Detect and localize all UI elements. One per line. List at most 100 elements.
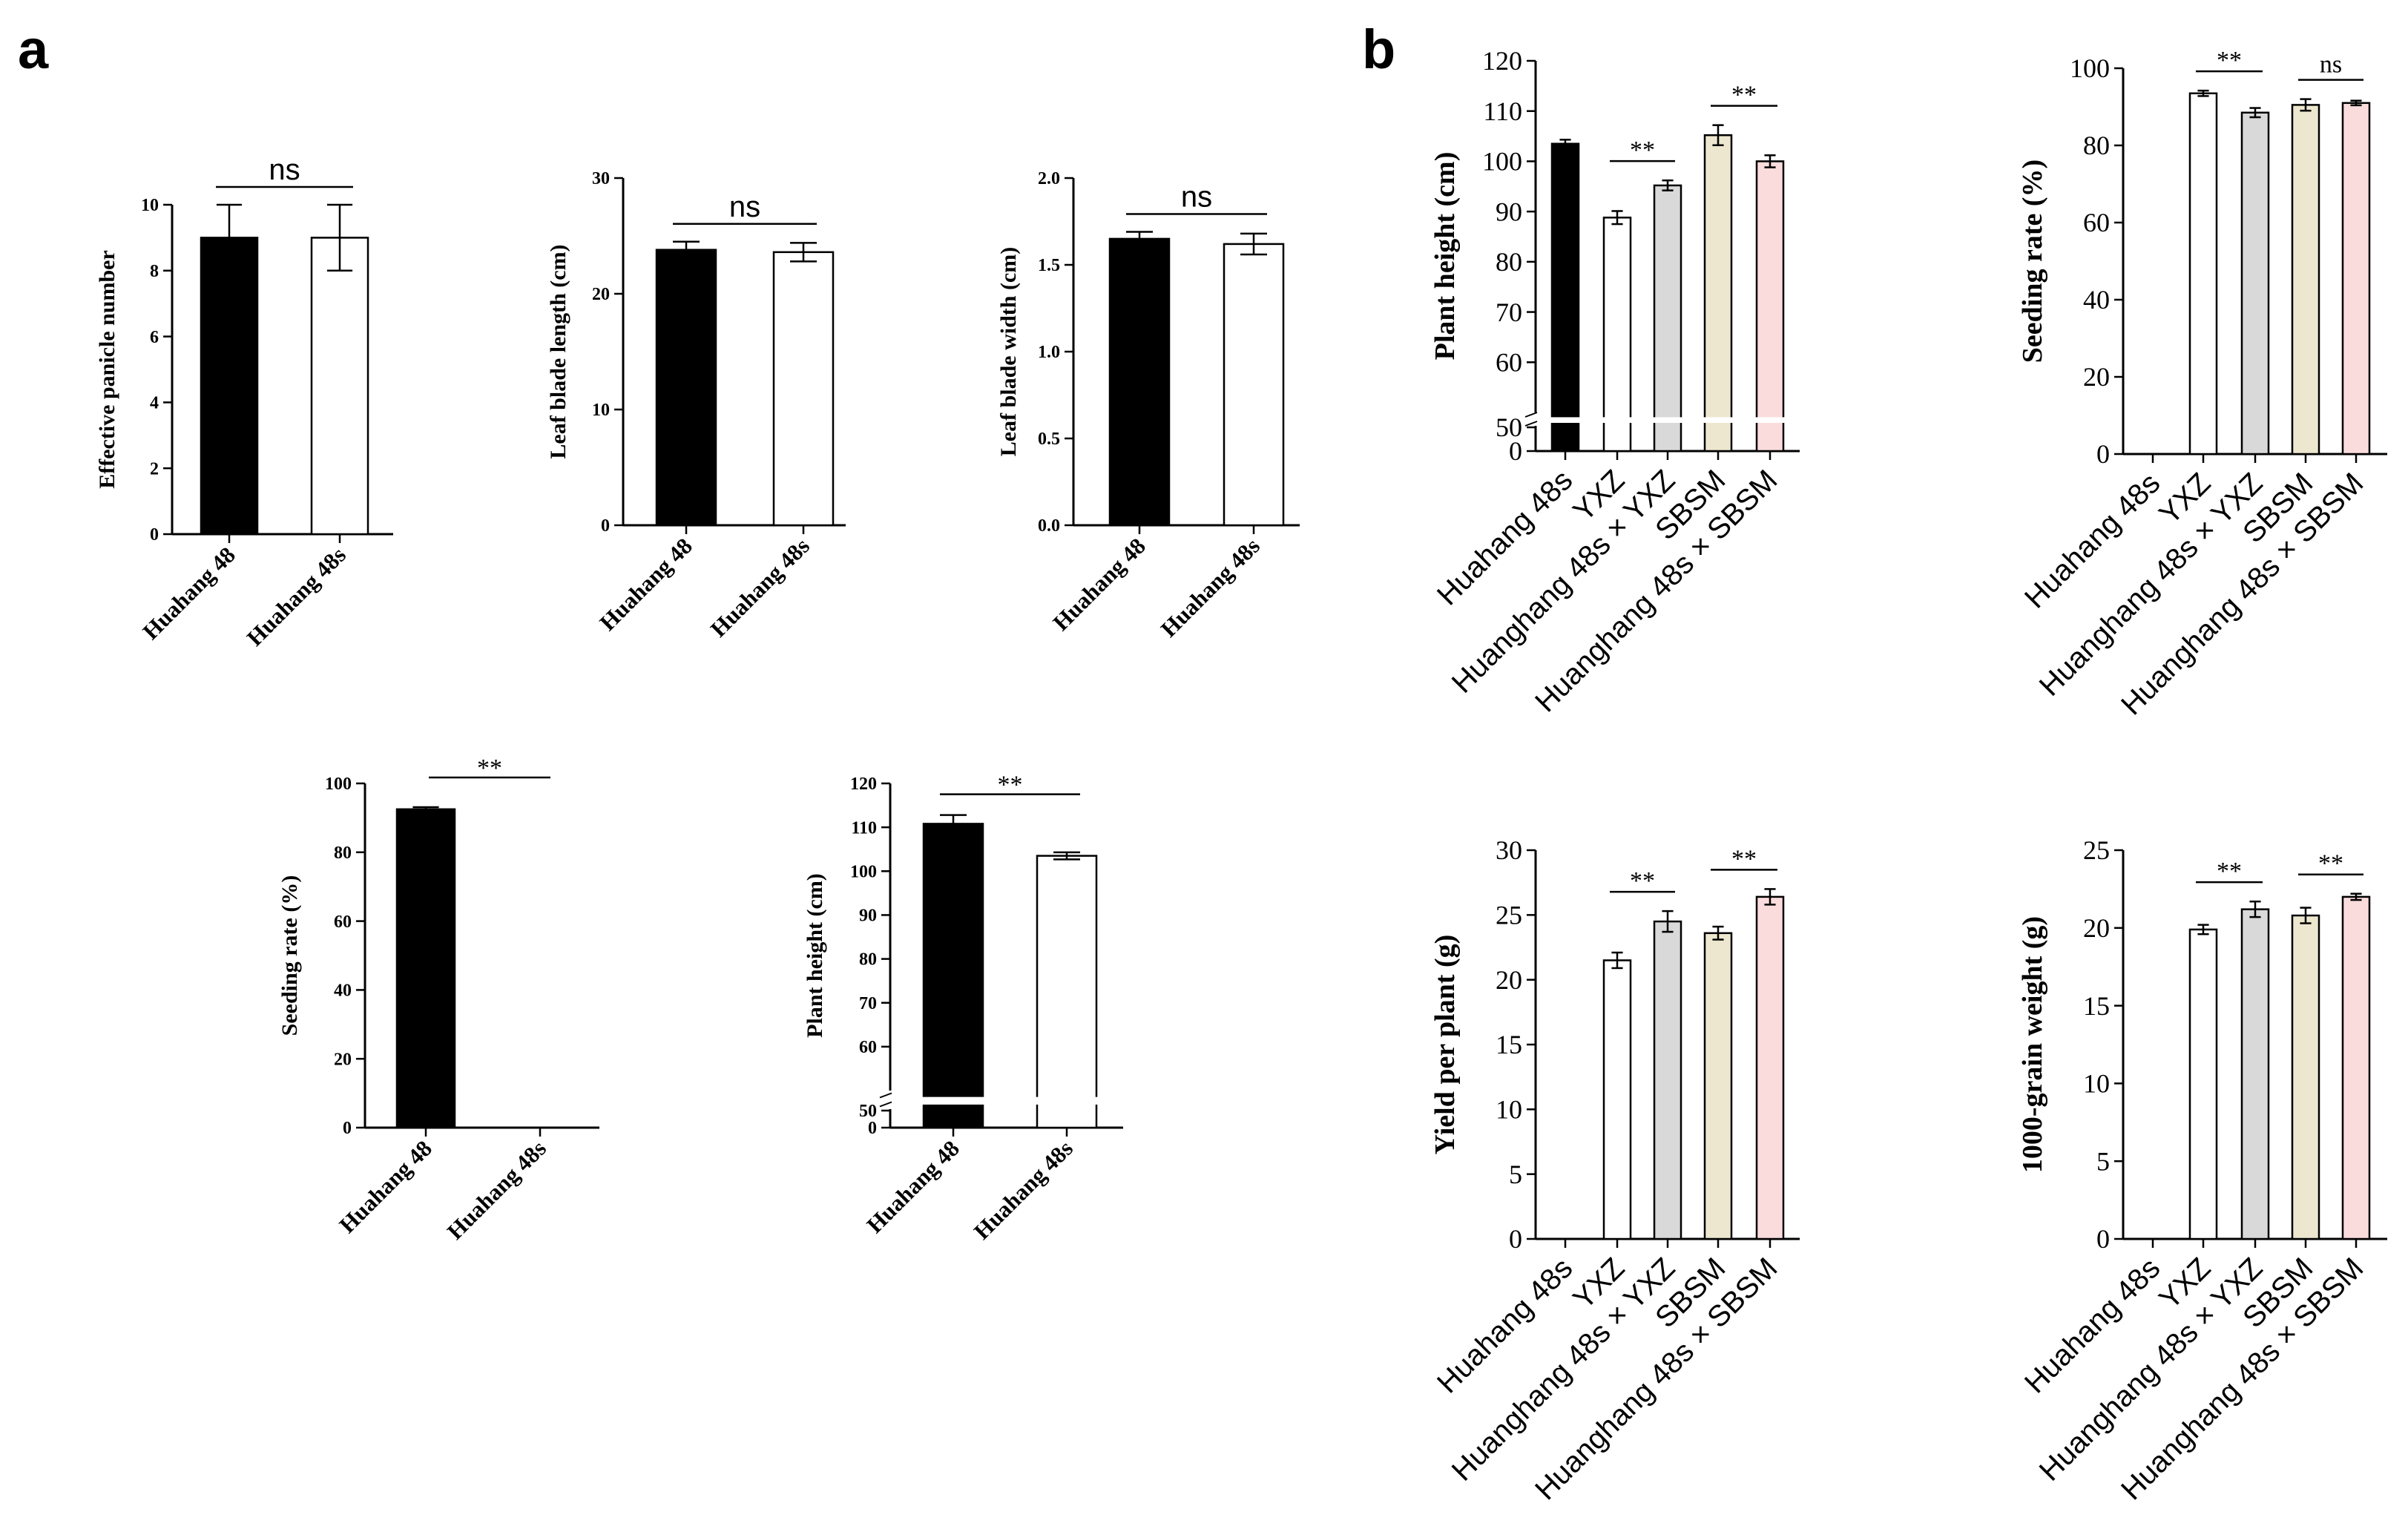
y-tick-label: 20 [2083,913,2110,943]
bar [922,823,984,1129]
y-tick-label: 50 [1496,412,1522,442]
bar [1703,134,1733,453]
y-tick-label: 40 [2083,285,2110,315]
axis-break-mark [879,1101,892,1108]
significance-label: ns [269,154,300,186]
axis-break-mark [1524,421,1538,427]
y-tick-label: 10 [592,401,610,420]
bar [1602,217,1632,453]
y-tick-label: 10 [141,196,159,215]
y-axis-label: Leaf blade width (cm) [996,247,1021,456]
significance-label: ** [1731,82,1757,109]
y-axis-label: 1000-grain weight (g) [2017,916,2048,1173]
bar [2240,908,2270,1240]
y-axis-label: Seeding rate (%) [277,875,302,1036]
bar [1755,160,1785,453]
bar-break-gap [1549,417,1582,423]
panel-label-b: b [1362,19,1395,80]
y-tick-label: 25 [2083,835,2110,865]
y-tick-label: 0 [868,1119,877,1138]
y-tick-label: 4 [150,394,159,413]
axis-break-mark [1524,412,1538,418]
y-tick-label: 20 [592,285,610,304]
y-tick-label: 5 [2096,1146,2110,1176]
y-axis-label: Seeding rate (%) [2017,160,2048,363]
significance-label: ns [2320,51,2342,79]
significance-label: ** [2217,47,2242,74]
y-tick-label: 90 [1496,197,1522,226]
y-tick-label: 25 [1496,901,1522,930]
y-tick-label: 0 [2096,1224,2110,1254]
y-tick-label: 20 [1496,965,1522,995]
y-tick-label: 2.0 [1038,169,1060,188]
significance-label: ns [1181,181,1212,214]
y-tick-label: 80 [859,950,877,970]
y-tick-label: 120 [1482,46,1522,76]
significance-label: ** [1731,845,1757,872]
y-axis-label: Effective panicle number [95,250,119,489]
bar [1755,895,1785,1240]
y-tick-label: 100 [2070,53,2110,83]
bar [2188,92,2218,456]
bar [200,237,259,536]
bar [1223,243,1285,527]
y-tick-label: 1.5 [1038,256,1060,275]
y-tick-label: 100 [850,862,877,881]
y-tick-label: 90 [859,907,877,926]
bar [2291,104,2320,456]
y-tick-label: 0 [1509,1224,1522,1254]
bar [310,237,369,536]
y-tick-label: 20 [334,1050,352,1069]
significance-label: ** [2318,850,2343,878]
bar-break-gap [1651,417,1684,423]
significance-label: ** [2217,858,2242,885]
bar [1550,142,1580,453]
bar [395,808,456,1129]
y-tick-label: 60 [2083,208,2110,237]
bar [1653,184,1682,453]
y-axis-label: Yield per plant (g) [1430,935,1461,1155]
y-tick-label: 20 [2083,362,2110,392]
y-axis-label: Plant height (cm) [803,873,827,1038]
bar [2341,102,2371,456]
y-axis-label: Leaf blade length (cm) [546,244,570,458]
bar-break-gap [1702,417,1734,423]
bar [1653,920,1682,1240]
bar-break-gap [1034,1096,1099,1105]
y-tick-label: 0 [601,516,610,536]
significance-label: ** [477,754,502,782]
y-tick-label: 60 [334,913,352,932]
y-tick-label: 10 [1496,1095,1522,1125]
y-tick-label: 8 [150,262,159,281]
significance-label: ** [1630,137,1655,164]
bar [1108,237,1171,527]
y-tick-label: 10 [2083,1069,2110,1099]
y-tick-label: 30 [592,169,610,188]
y-tick-label: 0 [2096,439,2110,469]
y-tick-label: 80 [1496,247,1522,277]
bar [772,251,835,527]
y-axis-label: Plant height (cm) [1430,152,1461,361]
y-tick-label: 0.0 [1038,516,1060,536]
significance-label: ** [1630,867,1655,895]
y-tick-label: 80 [334,844,352,863]
y-tick-label: 50 [859,1102,877,1121]
bar [1602,959,1632,1240]
y-tick-label: 0 [150,525,159,545]
significance-label: ns [729,191,760,223]
bar-break-gap [1601,417,1634,423]
y-tick-label: 100 [1482,147,1522,177]
y-tick-label: 110 [1483,96,1522,126]
bar-break-gap [1754,417,1786,423]
y-tick-label: 40 [334,981,352,1001]
y-tick-label: 120 [850,775,877,794]
y-tick-label: 5 [1509,1160,1522,1189]
y-tick-label: 2 [150,459,159,479]
bar [2341,895,2371,1240]
bar-break-gap [921,1096,986,1105]
bar [655,249,717,527]
bar [2240,111,2270,456]
significance-label: ** [998,772,1023,799]
